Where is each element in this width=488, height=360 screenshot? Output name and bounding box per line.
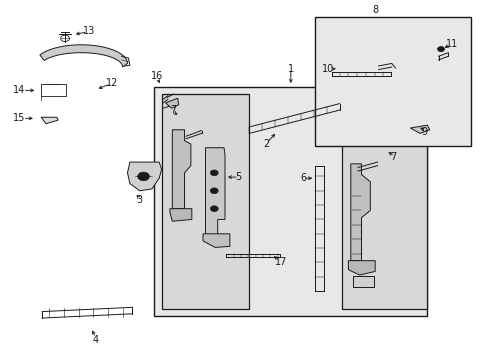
Text: 7: 7 [169, 105, 176, 115]
Circle shape [210, 188, 218, 194]
Polygon shape [40, 45, 127, 67]
Bar [41, 84, 66, 96]
Polygon shape [41, 117, 58, 124]
Text: 17: 17 [274, 257, 286, 267]
Text: 16: 16 [150, 71, 163, 81]
Polygon shape [172, 130, 190, 209]
Circle shape [210, 170, 218, 176]
Text: 10: 10 [322, 64, 334, 74]
Circle shape [437, 46, 444, 51]
Text: 3: 3 [136, 195, 142, 205]
Text: 2: 2 [263, 139, 269, 149]
Circle shape [210, 206, 218, 212]
Text: 5: 5 [235, 172, 241, 182]
Polygon shape [169, 209, 191, 221]
Text: 7: 7 [389, 152, 396, 162]
Polygon shape [352, 276, 373, 287]
Circle shape [138, 172, 149, 181]
Polygon shape [350, 164, 369, 261]
Bar [341, 108, 427, 309]
Polygon shape [127, 162, 161, 191]
Text: 14: 14 [13, 85, 25, 95]
Text: 9: 9 [421, 127, 427, 136]
Text: 1: 1 [287, 64, 293, 74]
Text: 8: 8 [371, 5, 378, 15]
Text: 15: 15 [13, 113, 25, 123]
Text: 13: 13 [83, 26, 95, 36]
Bar [154, 87, 427, 316]
Polygon shape [203, 234, 229, 247]
Text: 12: 12 [105, 78, 118, 88]
Text: 6: 6 [299, 173, 305, 183]
Bar [161, 94, 249, 309]
Text: 4: 4 [93, 334, 99, 345]
Polygon shape [165, 98, 178, 108]
Polygon shape [205, 148, 224, 237]
Bar [315, 17, 470, 146]
Polygon shape [409, 125, 429, 134]
Text: 11: 11 [445, 39, 457, 49]
Polygon shape [347, 261, 374, 275]
